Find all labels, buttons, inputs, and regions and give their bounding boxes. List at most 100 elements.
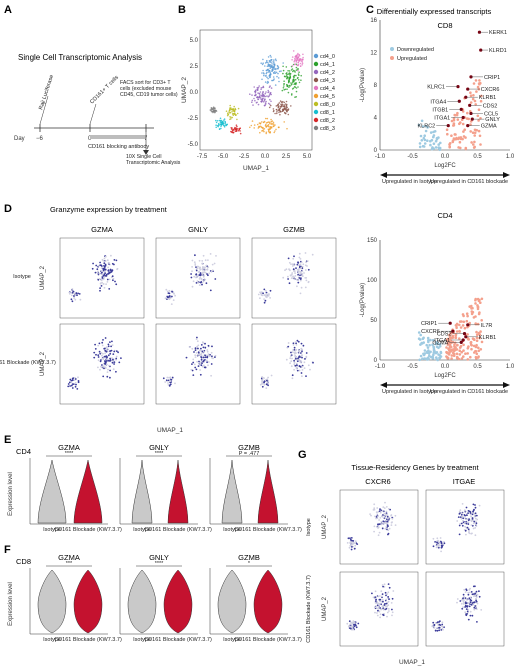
feature-plot-cell [298,252,301,255]
feature-plot-cell [263,383,266,386]
feature-plot-cell [71,387,74,389]
feature-plot-cell [267,376,269,379]
umap-b-point [302,56,304,59]
feature-plot-cell [473,514,476,517]
umap-b-point [269,103,271,106]
feature-plot-cell [261,385,264,388]
umap-b-point [267,102,270,105]
umap-b-point [231,127,233,129]
umap-b-point [268,69,271,72]
feature-plot-cell [464,525,466,528]
volcano-point-up [479,143,482,146]
volcano-point-down [417,331,421,334]
feature-plot-cell [102,339,104,341]
feature-plot-cell [295,357,297,360]
umap-b-point [225,110,228,112]
panel-letter-b: B [178,4,186,16]
feature-plot-cell [466,526,469,529]
umap-b-point [283,101,286,104]
feature-plot-cell [476,602,479,605]
umap-b-point [282,65,284,68]
volcano-point-down [425,343,429,347]
volcano-point-up [446,340,449,343]
umap-b-point [266,95,268,97]
umap-b-point [263,130,265,133]
feature-plot-cell [103,276,106,278]
feature-plot-cell [103,262,106,265]
feature-plot-cell [264,289,267,292]
feature-plot-cell [382,600,384,603]
feature-plot-cell [394,514,397,517]
feature-plot-cell [464,604,467,607]
feature-plot-cell [291,374,294,377]
feature-plot-cell [307,281,310,284]
feature-plot-cell [441,621,444,624]
umap-b-point [284,112,287,115]
feature-plot-cell [381,584,384,586]
feature-plot-cell [376,612,378,614]
volcano-point-label: KLRB1 [479,335,496,341]
feature-plot-cell [388,527,391,530]
volcano-point-up [471,306,474,310]
feature-plot-cell [350,621,352,624]
feature-plot-cell [469,614,472,617]
feature-plot-cell [102,283,105,285]
feature-plot-cell [304,358,306,360]
umap-b-point [263,104,266,107]
volcano-point-up [469,120,473,123]
volcano-point-up [472,316,476,319]
feature-plot-cell [106,375,109,378]
feature-plot-cell [356,543,359,545]
feature-plot-cell [381,523,383,525]
feature-plot-cell [383,522,385,525]
feature-plot-cell [99,368,101,371]
umap-b-xtick: -5.0 [218,154,229,160]
legend-swatch [313,53,319,59]
volcano-point-up [470,304,473,308]
feature-plot-cell [102,267,105,270]
feature-plot-cell [436,546,439,549]
umap-b-ytick: -2.5 [188,116,199,122]
violin-gene-title: GZMB [238,443,260,452]
legend-up-label: Upregulated [397,56,427,62]
umap-b-point [298,74,300,77]
feature-plot-cell [107,345,110,348]
feature-plot-cell [353,547,356,550]
umap-b-point [293,59,296,62]
umap-b-point [269,76,272,78]
volcano-point-up [479,348,483,351]
umap-b-point [286,106,288,109]
feature-plot-cell [378,598,381,601]
feature-plot-cell [460,522,463,525]
umap-b-point [267,81,270,84]
feature-plot-cell [387,596,390,598]
volcano-point-up [475,352,479,356]
feature-plot-cell [93,351,96,354]
feature-plot-cell [353,621,356,624]
panel-letter-c: C [366,4,374,16]
volcano-point-up [475,90,478,93]
feature-plot-cell [394,524,397,526]
volcano-point-up [464,146,468,150]
legend-swatch [313,109,319,115]
feature-plot-cell [441,623,444,626]
feature-plot-cell [391,521,393,523]
timeline-day-minus6: −6 [36,136,44,142]
feature-plot-cell [113,363,115,365]
umap-b-point [283,83,285,85]
feature-plot-cell [475,597,477,600]
umap-b-point [269,98,271,101]
feature-plot-cell [195,282,198,284]
volcano-point-label: ITGB1 [432,107,448,113]
umap-b-point [269,126,271,128]
timeline-day-label: Day [14,136,25,142]
volcano-point-down [421,125,425,128]
feature-plot-cell [465,613,467,616]
umap-b-point [295,87,298,89]
umap-b-point [267,89,270,92]
feature-plot-cell [297,270,300,272]
feature-plot-cell [300,342,303,345]
umap-b-point [274,130,276,132]
volcano-point-up [477,349,481,353]
feature-plot-cell [432,621,435,624]
